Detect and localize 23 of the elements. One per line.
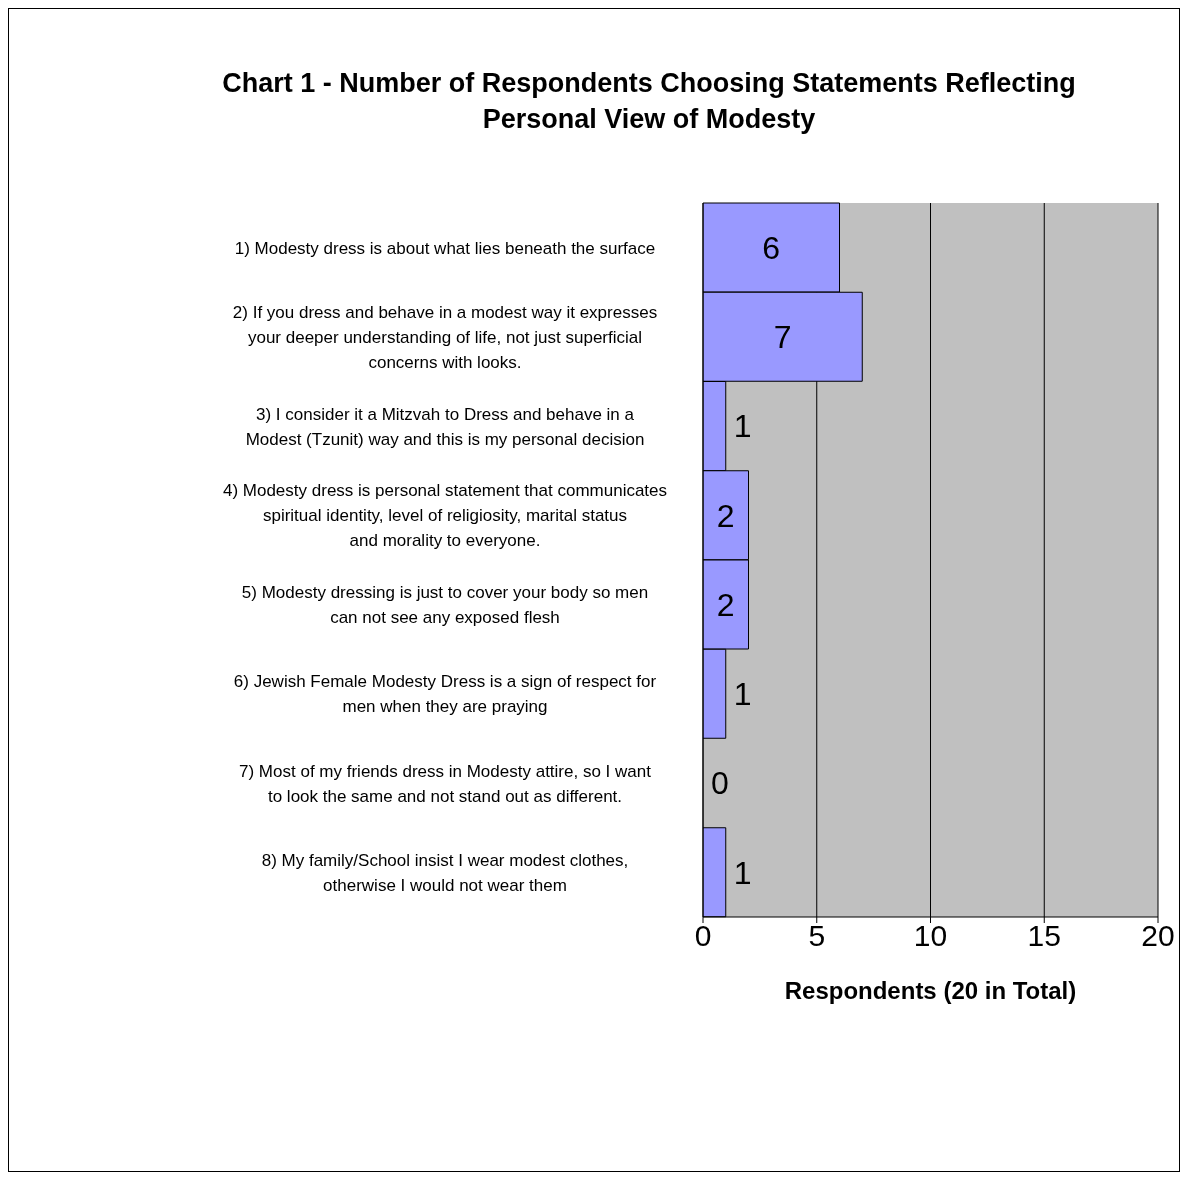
data-label: 1 <box>733 854 752 891</box>
data-label: 7 <box>773 319 792 356</box>
x-tick-label: 20 <box>1141 919 1175 953</box>
x-tick-label: 0 <box>694 919 712 953</box>
data-label: 6 <box>762 229 781 266</box>
data-label: 2 <box>716 497 735 534</box>
y-tick-label: 5) Modesty dressing is just to cover your body so men can not see any exposed flesh <box>241 583 649 628</box>
y-tick-label: 1) Modesty dress is about what lies beneath the surface <box>234 238 656 258</box>
x-tick-label: 5 <box>808 919 826 953</box>
data-label: 2 <box>716 586 735 623</box>
data-label: 0 <box>711 765 729 802</box>
y-tick-label: 7) Most of my friends dress in Modesty attire, so I want to look the same and not stand out as different. <box>239 761 652 806</box>
y-tick-label: 2) If you dress and behave in a modest way it expresses your deeper understanding of life, not just superficial concerns with looks. <box>232 302 658 372</box>
chart-title: Chart 1 - Number of Respondents Choosing Statements Reflecting Personal View of Modesty <box>221 67 1077 136</box>
y-tick-label: 4) Modesty dress is personal statement that communicates spiritual identity, level of religiosity, marital status and morality to everyone. <box>222 481 668 551</box>
x-tick-label: 10 <box>913 919 948 953</box>
y-tick-label: 8) My family/School insist I wear modest clothes, otherwise I would not wear them <box>261 850 629 895</box>
data-label: 1 <box>733 676 752 713</box>
y-tick-label: 3) I consider it a Mitzvah to Dress and behave in a Modest (Tzunit) way and this is my personal decision <box>245 404 645 449</box>
x-tick-label: 15 <box>1027 919 1061 953</box>
data-label: 1 <box>733 408 752 445</box>
x-axis-title: Respondents (20 in Total) <box>784 977 1077 1004</box>
y-tick-label: 6) Jewish Female Modesty Dress is a sign of respect for men when they are praying <box>233 672 657 717</box>
